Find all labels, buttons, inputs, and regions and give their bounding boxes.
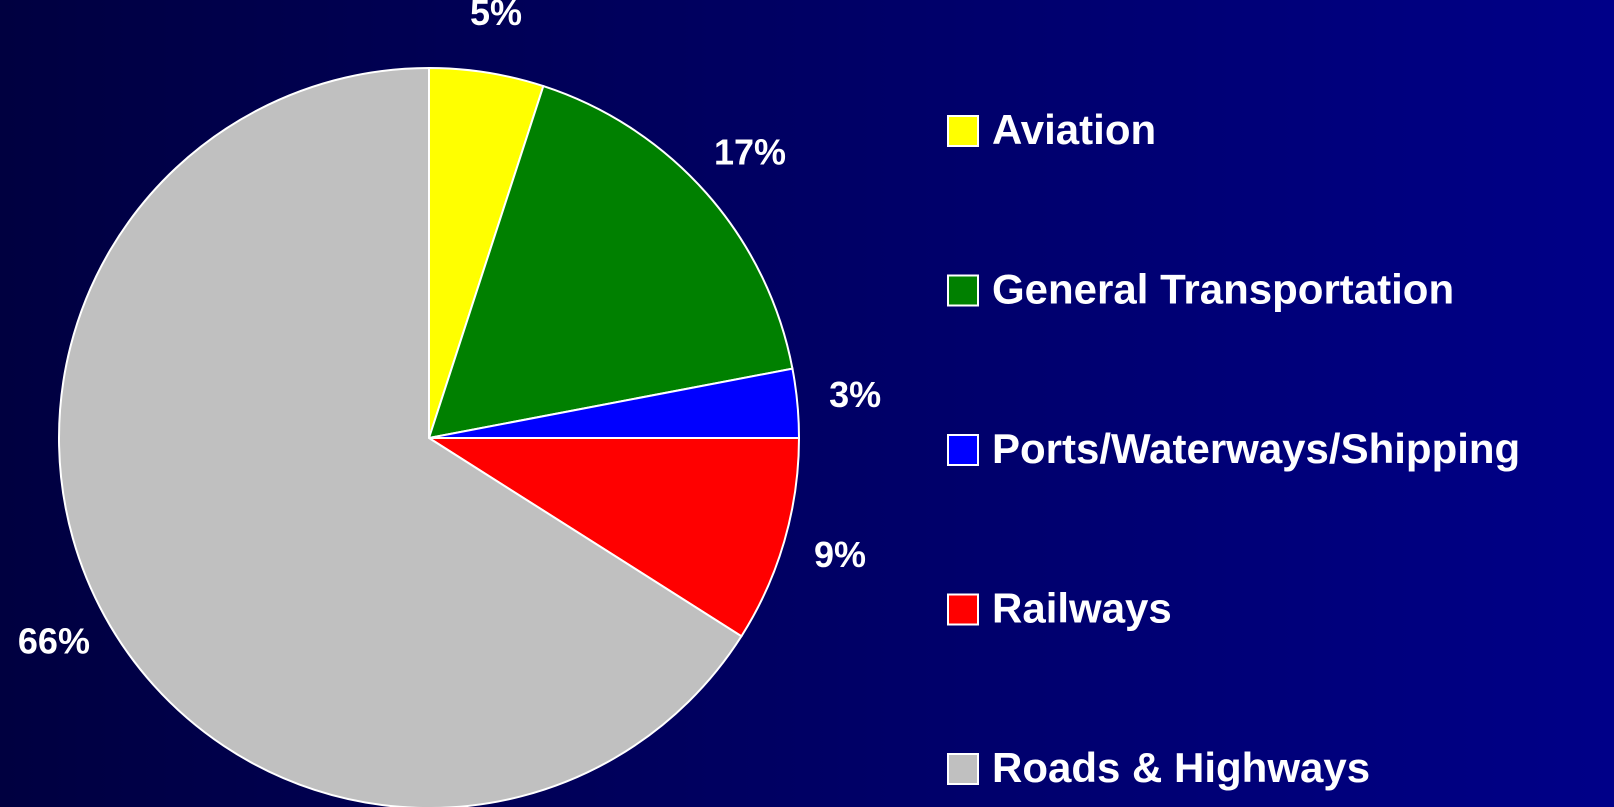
legend-label: Railways xyxy=(992,585,1172,632)
data-label: 5% xyxy=(470,0,522,33)
data-label: 66% xyxy=(18,621,90,662)
pie-slice xyxy=(425,437,801,638)
legend-swatch xyxy=(947,434,979,466)
pie-slice xyxy=(427,84,794,440)
data-label: 9% xyxy=(814,534,866,575)
legend-swatch xyxy=(947,115,979,147)
legend-label: Aviation xyxy=(992,106,1156,153)
legend-swatch xyxy=(947,274,979,307)
pie-slice xyxy=(58,66,743,807)
legend-swatch xyxy=(947,753,979,785)
legend-label: General Transportation xyxy=(992,266,1454,313)
data-label: 17% xyxy=(714,131,786,172)
legend-label: Roads & Highways xyxy=(992,744,1370,791)
legend-swatch xyxy=(947,593,979,626)
data-label: 3% xyxy=(829,374,881,415)
legend-label: Ports/Waterways/Shipping xyxy=(992,425,1520,472)
